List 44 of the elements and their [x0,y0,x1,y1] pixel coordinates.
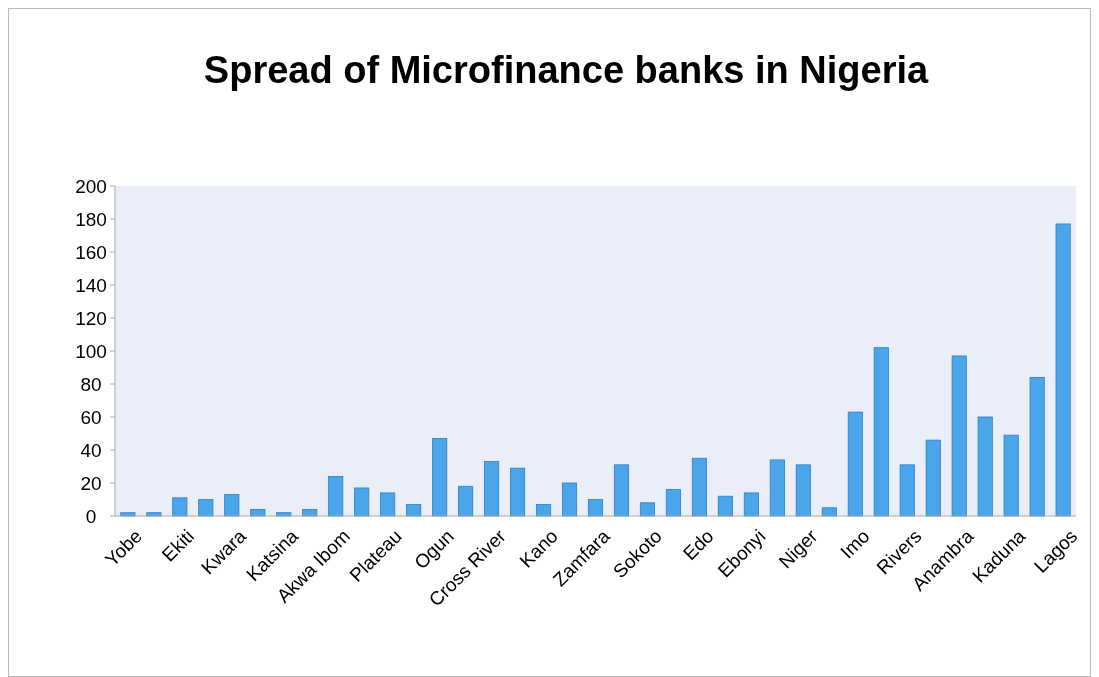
bar [1029,377,1045,517]
y-tick-label: 200 [75,175,107,197]
bar [743,492,759,517]
chart-title: Spread of Microfinance banks in Nigeria [203,49,929,91]
bar [795,464,811,517]
y-tick-label: 160 [75,241,107,263]
bar [484,461,500,517]
x-tick-label: Edo [678,525,718,565]
bar [587,499,604,517]
bar [458,485,474,517]
bar [432,438,448,517]
bar [977,416,993,517]
bar [198,499,214,517]
bar [639,502,655,517]
bar [561,482,578,517]
bar [1003,434,1019,517]
bar [328,476,344,517]
bar [873,347,889,517]
bar [717,495,733,517]
y-tick-label: 0 [85,505,97,527]
bar [691,457,707,517]
bar [665,489,681,517]
bar [769,459,785,517]
y-tick-label: 180 [75,208,107,230]
x-tick-label: Imo [836,525,874,563]
y-tick-label: 40 [80,439,102,461]
bar [172,497,188,517]
bar [951,355,967,517]
y-tick-label: 100 [75,340,107,362]
bar [354,487,370,517]
bar [510,467,526,517]
bar [1055,223,1071,517]
y-tick-label: 140 [75,274,107,296]
y-tick-label: 20 [80,472,102,494]
bar [847,411,863,517]
bar [380,492,396,517]
bar [224,494,240,517]
bar [899,464,915,517]
bar [925,439,941,517]
y-tick-label: 60 [80,406,102,428]
x-tick-label: Yobe [101,525,147,571]
y-tick-label: 120 [75,307,107,329]
y-tick-label: 80 [80,373,102,395]
bar [613,464,630,517]
